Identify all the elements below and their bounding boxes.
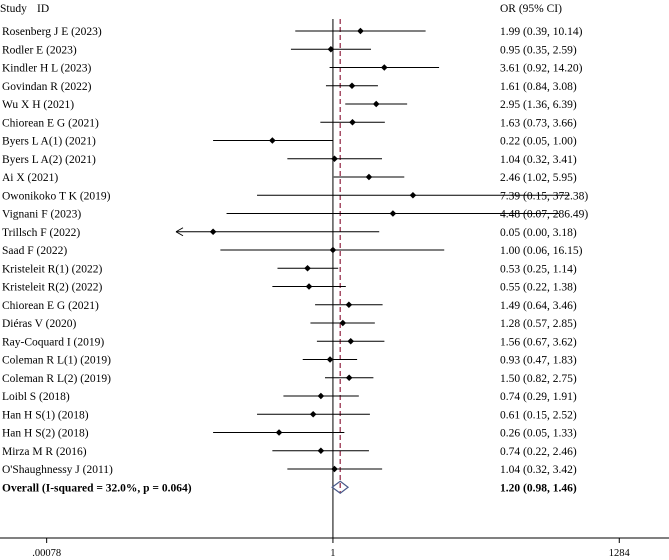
study-or-ci: 1.50 (0.82, 2.75) bbox=[500, 373, 577, 385]
study-label: Rodler E (2023) bbox=[2, 44, 77, 56]
study-or-ci: 4.48 (0.07, 286.49) bbox=[500, 209, 588, 221]
study-label: Kristeleit R(1) (2022) bbox=[2, 263, 102, 275]
point-estimate-marker bbox=[329, 246, 337, 254]
study-label: Ray-Coquard I (2019) bbox=[2, 336, 104, 348]
overall-or-ci: 1.20 (0.98, 1.46) bbox=[500, 482, 577, 494]
study-label: Han H S(1) (2018) bbox=[2, 409, 89, 421]
point-estimate-marker bbox=[348, 82, 356, 90]
study-or-ci: 1.28 (0.57, 2.85) bbox=[500, 318, 577, 330]
study-label: Byers L A(1) (2021) bbox=[2, 136, 96, 148]
x-tick-label: .00078 bbox=[32, 548, 61, 559]
study-or-ci: 0.53 (0.25, 1.14) bbox=[500, 263, 577, 275]
study-or-ci: 1.63 (0.73, 3.66) bbox=[500, 117, 577, 129]
x-tick-label: 1 bbox=[330, 548, 335, 559]
header-or: OR (95% CI) bbox=[500, 3, 562, 15]
point-estimate-marker bbox=[304, 264, 311, 272]
study-label: Rosenberg J E (2023) bbox=[2, 26, 102, 38]
study-or-ci: 1.04 (0.32, 3.42) bbox=[500, 464, 577, 476]
study-or-ci: 1.49 (0.64, 3.46) bbox=[500, 300, 577, 312]
header-study: Study bbox=[0, 3, 27, 15]
study-label: Han H S(2) (2018) bbox=[2, 428, 89, 440]
header-id: ID bbox=[37, 3, 49, 15]
study-label: Wu X H (2021) bbox=[2, 99, 74, 111]
x-tick-label: 1284 bbox=[609, 548, 631, 559]
study-label: Trillsch F (2022) bbox=[2, 227, 80, 239]
study-or-ci: 2.46 (1.02, 5.95) bbox=[500, 172, 577, 184]
study-label: Chiorean E G (2021) bbox=[2, 117, 99, 129]
study-label: O'Shaughnessy J (2011) bbox=[2, 464, 113, 476]
point-estimate-marker bbox=[317, 447, 325, 455]
study-label: Kristeleit R(2) (2022) bbox=[2, 282, 102, 294]
point-estimate-marker bbox=[345, 301, 353, 309]
study-or-ci: 1.00 (0.06, 16.15) bbox=[500, 245, 583, 257]
study-or-ci: 1.61 (0.84, 3.08) bbox=[500, 81, 577, 93]
study-or-ci: 0.74 (0.29, 1.91) bbox=[500, 391, 577, 403]
study-or-ci: 0.93 (0.47, 1.83) bbox=[500, 355, 577, 367]
study-or-ci: 2.95 (1.36, 6.39) bbox=[500, 99, 577, 111]
study-label: Coleman R L(2) (2019) bbox=[2, 373, 111, 385]
point-estimate-marker bbox=[309, 410, 317, 418]
point-estimate-marker bbox=[317, 392, 325, 400]
overall-diamond bbox=[331, 480, 350, 495]
study-or-ci: 1.56 (0.67, 3.62) bbox=[500, 336, 577, 348]
point-estimate-marker bbox=[269, 137, 276, 144]
study-or-ci: 7.39 (0.15, 372.38) bbox=[500, 190, 588, 202]
point-estimate-marker bbox=[345, 374, 353, 382]
study-or-ci: 0.05 (0.00, 3.18) bbox=[500, 227, 577, 239]
study-or-ci: 1.04 (0.32, 3.41) bbox=[500, 154, 577, 166]
point-estimate-marker bbox=[409, 191, 417, 199]
point-estimate-marker bbox=[372, 100, 380, 108]
point-estimate-marker bbox=[357, 27, 364, 35]
point-estimate-marker bbox=[365, 173, 373, 181]
study-or-ci: 0.22 (0.05, 1.00) bbox=[500, 136, 577, 148]
study-label: Coleman R L(1) (2019) bbox=[2, 355, 111, 367]
study-or-ci: 1.99 (0.39, 10.14) bbox=[500, 26, 583, 38]
study-label: Kindler H L (2023) bbox=[2, 63, 91, 75]
point-estimate-marker bbox=[326, 356, 334, 363]
study-or-ci: 0.26 (0.05, 1.33) bbox=[500, 428, 577, 440]
study-label: Mirza M R (2016) bbox=[2, 446, 87, 458]
study-or-ci: 3.61 (0.92, 14.20) bbox=[500, 63, 583, 75]
point-estimate-marker bbox=[305, 283, 313, 290]
study-label: Govindan R (2022) bbox=[2, 81, 92, 93]
study-label: Loibl S (2018) bbox=[2, 391, 70, 403]
study-or-ci: 0.95 (0.35, 2.59) bbox=[500, 44, 577, 56]
point-estimate-marker bbox=[331, 155, 338, 163]
study-or-ci: 0.74 (0.22, 2.46) bbox=[500, 446, 577, 458]
study-label: Saad F (2022) bbox=[2, 245, 67, 257]
point-estimate-marker bbox=[349, 118, 356, 126]
point-estimate-marker bbox=[339, 319, 347, 327]
study-label: Vignani F (2023) bbox=[2, 209, 81, 221]
study-label: Chiorean E G (2021) bbox=[2, 300, 99, 312]
point-estimate-marker bbox=[389, 210, 397, 217]
ci-arrow-left bbox=[175, 227, 184, 237]
study-label: Ai X (2021) bbox=[2, 172, 58, 184]
study-or-ci: 0.55 (0.22, 1.38) bbox=[500, 282, 577, 294]
point-estimate-marker bbox=[380, 64, 388, 71]
study-or-ci: 0.61 (0.15, 2.52) bbox=[500, 409, 577, 421]
overall-label: Overall (I-squared = 32.0%, p = 0.064) bbox=[2, 482, 192, 494]
study-label: Owonikoko T K (2019) bbox=[2, 190, 111, 202]
point-estimate-marker bbox=[275, 429, 283, 436]
point-estimate-marker bbox=[209, 228, 217, 236]
point-estimate-marker bbox=[327, 45, 335, 53]
study-label: Diéras V (2020) bbox=[2, 318, 76, 330]
study-label: Byers L A(2) (2021) bbox=[2, 154, 96, 166]
point-estimate-marker bbox=[331, 465, 338, 473]
point-estimate-marker bbox=[347, 337, 355, 345]
